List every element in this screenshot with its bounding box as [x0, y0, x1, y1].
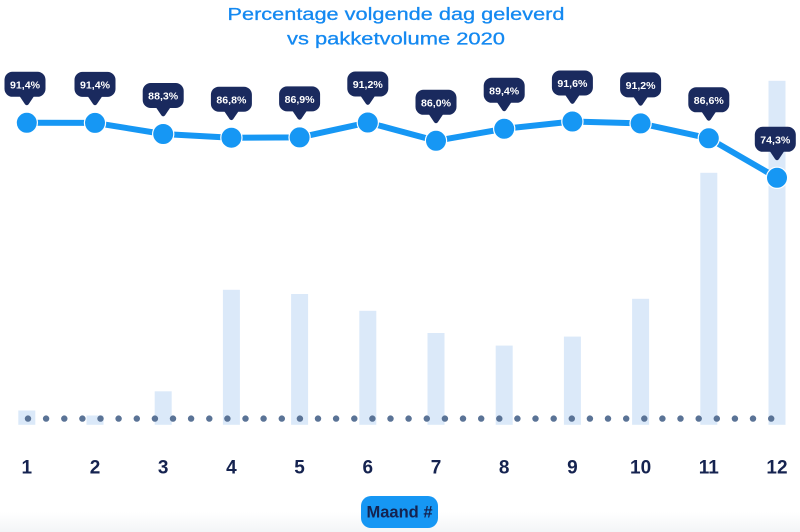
- svg-text:10: 10: [630, 458, 651, 479]
- svg-text:91,4%: 91,4%: [80, 80, 111, 92]
- svg-text:Percentage volgende dag geleve: Percentage volgende dag geleverd: [228, 4, 565, 24]
- svg-text:5: 5: [294, 458, 305, 479]
- svg-text:8: 8: [499, 458, 510, 479]
- svg-text:91,2%: 91,2%: [353, 79, 384, 91]
- svg-text:89,4%: 89,4%: [489, 85, 520, 97]
- svg-text:1: 1: [22, 458, 33, 479]
- svg-text:91,6%: 91,6%: [557, 78, 588, 90]
- svg-text:3: 3: [158, 458, 169, 479]
- svg-text:86,8%: 86,8%: [216, 94, 247, 106]
- svg-text:88,3%: 88,3%: [148, 91, 179, 103]
- svg-text:6: 6: [363, 458, 374, 479]
- svg-text:12: 12: [766, 458, 787, 479]
- svg-text:74,3%: 74,3%: [760, 134, 791, 146]
- svg-text:4: 4: [226, 458, 237, 479]
- svg-text:9: 9: [567, 458, 578, 479]
- svg-text:91,2%: 91,2%: [626, 80, 657, 92]
- svg-text:2: 2: [90, 458, 101, 479]
- svg-text:91,4%: 91,4%: [10, 79, 41, 91]
- svg-text:86,0%: 86,0%: [421, 97, 452, 109]
- svg-text:Maand #: Maand #: [366, 504, 432, 522]
- svg-text:vs pakketvolume 2020: vs pakketvolume 2020: [287, 28, 505, 48]
- svg-text:7: 7: [431, 458, 442, 479]
- svg-text:86,6%: 86,6%: [694, 95, 725, 107]
- svg-text:11: 11: [699, 458, 720, 479]
- svg-text:86,9%: 86,9%: [285, 94, 316, 106]
